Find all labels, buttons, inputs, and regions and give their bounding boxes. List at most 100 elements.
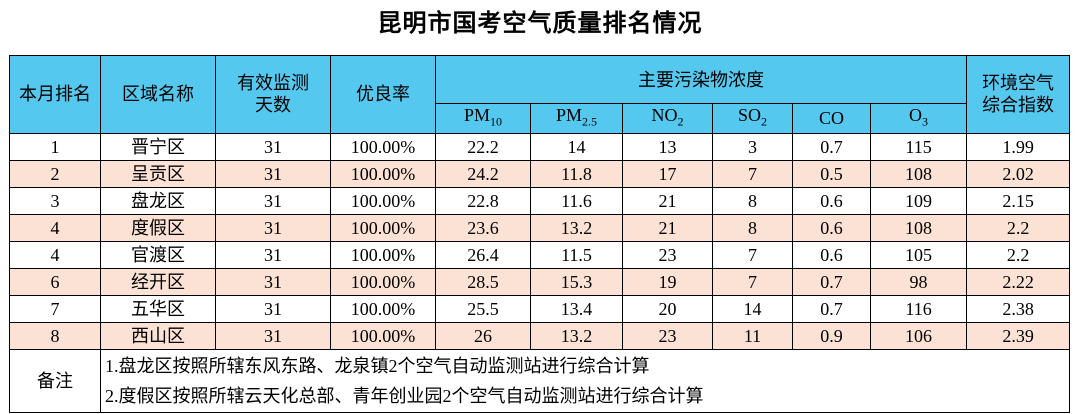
data-row: 8 西山区 31 100.00% 26 13.2 23 11 0.9 106 2.39 (9, 321, 1071, 350)
cell: 26.4 (435, 240, 531, 269)
cell: 五华区 (100, 294, 216, 323)
pollutant-name: CO (818, 108, 844, 129)
pollutant-subscript: 10 (490, 114, 502, 129)
pollutant-header: PM10 (435, 103, 531, 134)
data-row: 6 经开区 31 100.00% 28.5 15.3 19 7 0.7 98 2.22 (9, 267, 1071, 296)
cell: 晋宁区 (100, 132, 216, 161)
data-row: 2 呈贡区 31 100.00% 24.2 11.8 17 7 0.5 108 2.02 (9, 159, 1071, 188)
cell: 6 (9, 267, 101, 296)
data-row: 3 盘龙区 31 100.00% 22.8 11.6 21 8 0.6 109 2.15 (9, 186, 1071, 215)
note-label: 备注 (9, 348, 101, 413)
cell: 8 (712, 213, 793, 242)
cell: 0.9 (792, 321, 871, 350)
cell: 25.5 (435, 294, 531, 323)
cell: 116 (869, 294, 968, 323)
cell: 2.2 (966, 213, 1071, 242)
table-body: 1 晋宁区 31 100.00% 22.2 14 13 3 0.7 115 1.99 2 呈贡区 31 10… (9, 132, 1071, 413)
cell: 100.00% (330, 240, 436, 269)
cell: 22.8 (435, 186, 531, 215)
pollutant-name: SO (737, 105, 761, 125)
cell: 98 (869, 267, 968, 296)
pollutant-name: O (909, 105, 923, 125)
cell: 31 (215, 213, 331, 242)
cell: 100.00% (330, 186, 436, 215)
cell: 7 (712, 267, 793, 296)
days-header: 有效监测 天数 (215, 55, 331, 134)
cell: 23 (622, 240, 713, 269)
note-line: 1.盘龙区按照所辖东风东路、龙泉镇2个空气自动监测站进行综合计算 (105, 355, 650, 376)
cell: 14 (530, 132, 623, 161)
cell: 7 (712, 159, 793, 188)
pollutant-header: CO (792, 103, 871, 134)
header-text: 综合指数 (982, 95, 1055, 116)
cell: 度假区 (100, 213, 216, 242)
cell: 19 (622, 267, 713, 296)
pollutants-header: 主要污染物浓度 (434, 55, 968, 104)
data-row: 1 晋宁区 31 100.00% 22.2 14 13 3 0.7 115 1.99 (9, 132, 1071, 161)
cell: 7 (9, 294, 101, 323)
cell: 2.22 (966, 267, 1071, 296)
header-text: 优良率 (356, 84, 410, 105)
cell: 100.00% (330, 159, 436, 188)
cell: 0.5 (792, 159, 871, 188)
cell: 8 (712, 186, 793, 215)
cell: 西山区 (100, 321, 216, 350)
pollutant-subscript: 2 (761, 114, 767, 129)
cell: 11.6 (530, 186, 623, 215)
cell: 100.00% (330, 267, 436, 296)
data-row: 7 五华区 31 100.00% 25.5 13.4 20 14 0.7 116 2.38 (9, 294, 1071, 323)
cell: 23 (622, 321, 713, 350)
cell: 2.2 (966, 240, 1071, 269)
cell: 13.2 (530, 321, 623, 350)
cell: 100.00% (330, 213, 436, 242)
index-header: 环境空气 综合指数 (966, 55, 1071, 134)
pollutant-subscript: 3 (922, 114, 929, 129)
pollutant-name: NO (651, 105, 678, 125)
cell: 100.00% (330, 294, 436, 323)
cell: 13 (622, 132, 713, 161)
pollutant-header: SO2 (712, 103, 793, 134)
cell: 0.6 (792, 186, 871, 215)
cell: 8 (9, 321, 101, 350)
cell: 0.7 (792, 267, 871, 296)
cell: 23.6 (435, 213, 531, 242)
cell: 13.2 (530, 213, 623, 242)
cell: 100.00% (330, 132, 436, 161)
header-text: 环境空气 (982, 73, 1055, 94)
cell: 106 (869, 321, 968, 350)
pollutant-header: PM2.5 (530, 103, 623, 134)
pollutant-subscript: 2.5 (582, 114, 597, 129)
cell: 28.5 (435, 267, 531, 296)
pollutant-name: PM (555, 105, 582, 125)
cell: 109 (869, 186, 968, 215)
cell: 经开区 (100, 267, 216, 296)
cell: 21 (622, 213, 713, 242)
cell: 4 (9, 240, 101, 269)
cell: 呈贡区 (100, 159, 216, 188)
cell: 105 (869, 240, 968, 269)
cell: 2.02 (966, 159, 1071, 188)
cell: 0.6 (792, 240, 871, 269)
cell: 108 (869, 159, 968, 188)
note-row: 备注 1.盘龙区按照所辖东风东路、龙泉镇2个空气自动监测站进行综合计算 2.度假区按… (9, 348, 1071, 413)
cell: 2.39 (966, 321, 1071, 350)
cell: 31 (215, 186, 331, 215)
pollutant-subscript: 2 (677, 114, 684, 129)
data-row: 4 度假区 31 100.00% 23.6 13.2 21 8 0.6 108 2.2 (9, 213, 1071, 242)
cell: 31 (215, 240, 331, 269)
ranking-table: 本月排名 区域名称 有效监测 天数 优良率 主要污染物浓度 环境空气 综合指数 PM10 PM2… (9, 55, 1071, 413)
cell: 4 (9, 213, 101, 242)
cell: 11 (712, 321, 793, 350)
cell: 2 (9, 159, 101, 188)
cell: 100.00% (330, 321, 436, 350)
cell: 31 (215, 294, 331, 323)
cell: 31 (215, 159, 331, 188)
cell: 盘龙区 (100, 186, 216, 215)
cell: 0.7 (792, 294, 871, 323)
cell: 3 (9, 186, 101, 215)
cell: 108 (869, 213, 968, 242)
pollutant-header: O3 (869, 103, 968, 134)
note-text: 1.盘龙区按照所辖东风东路、龙泉镇2个空气自动监测站进行综合计算 2.度假区按照所… (99, 348, 1071, 413)
cell: 0.7 (792, 132, 871, 161)
